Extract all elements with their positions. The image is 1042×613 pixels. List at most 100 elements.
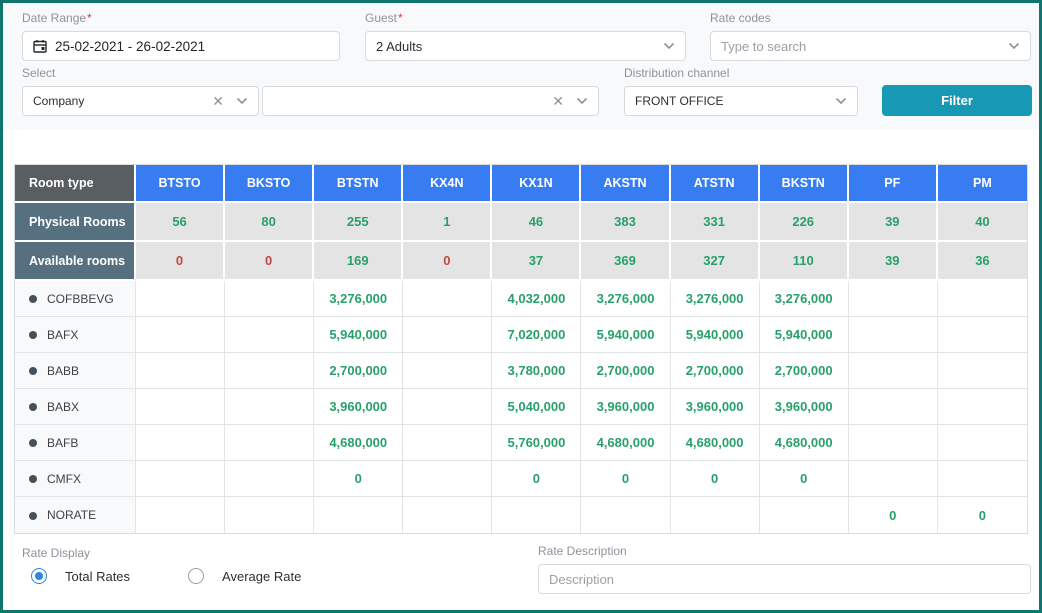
rate-code-text: COFBBEVG — [47, 291, 114, 306]
available-rooms-cell: 36 — [937, 242, 1027, 281]
average-rate-option[interactable]: Average Rate — [188, 568, 301, 584]
available-rooms-cell: 37 — [492, 242, 582, 281]
rate-cell: 5,940,000 — [759, 317, 849, 353]
clear-icon[interactable]: ✕ — [552, 93, 564, 109]
chevron-down-icon — [1008, 42, 1020, 50]
rate-code-label: BAFB — [15, 425, 136, 461]
rate-cell: 5,940,000 — [314, 317, 404, 353]
secondary-select-field: ✕ — [262, 66, 599, 116]
date-range-input[interactable]: 25-02-2021 - 26-02-2021 — [22, 31, 340, 61]
rate-cell: 0 — [492, 461, 582, 497]
rate-code-label: COFBBEVG — [15, 281, 136, 317]
rate-cell — [225, 281, 315, 317]
total-rates-option[interactable]: Total Rates — [31, 568, 130, 584]
footer-panel: Rate Display Total Rates Average Rate Ra… — [3, 534, 1039, 610]
rate-cell — [314, 497, 404, 533]
column-header: BTSTN — [314, 165, 404, 203]
bullet-icon — [29, 511, 37, 520]
rate-description-box[interactable] — [538, 564, 1031, 594]
rate-display-label: Rate Display — [22, 546, 91, 560]
secondary-select[interactable]: ✕ — [262, 86, 599, 116]
rate-cell: 0 — [759, 461, 849, 497]
chevron-down-icon — [663, 42, 675, 50]
rate-row: BAFX 5,940,000 7,020,000 5,940,000 5,940,000… — [15, 317, 1027, 353]
rate-cell: 5,760,000 — [492, 425, 582, 461]
chevron-down-icon — [576, 97, 588, 105]
rate-codes-select[interactable] — [710, 31, 1031, 61]
rate-cell: 2,700,000 — [670, 353, 760, 389]
rate-cell: 3,780,000 — [492, 353, 582, 389]
column-header: BKSTN — [759, 165, 849, 203]
rate-row: CMFX 0 0 0 0 0 — [15, 461, 1027, 497]
rate-cell — [848, 389, 938, 425]
rate-cell — [492, 497, 582, 533]
column-header: AKSTN — [581, 165, 671, 203]
rate-cell — [848, 425, 938, 461]
rate-cell — [937, 461, 1027, 497]
rate-cell — [136, 281, 226, 317]
available-rooms-cell: 0 — [403, 242, 493, 281]
column-header: BKSTO — [225, 165, 315, 203]
rates-table: Room type BTSTO BKSTO BTSTN KX4N KX1N AKSTN ATS… — [15, 165, 1027, 533]
distribution-channel-field: Distribution channel FRONT OFFICE — [624, 66, 858, 116]
available-rooms-cell: 369 — [581, 242, 671, 281]
rate-cell: 4,032,000 — [492, 281, 582, 317]
rate-cell: 3,960,000 — [314, 389, 404, 425]
rate-cell — [225, 317, 315, 353]
chevron-down-icon — [835, 97, 847, 105]
physical-rooms-cell: 46 — [492, 203, 582, 242]
column-header: KX1N — [492, 165, 582, 203]
rate-cell: 0 — [670, 461, 760, 497]
company-select-value: Company — [33, 94, 85, 108]
rate-cell: 0 — [581, 461, 671, 497]
column-header: PM — [937, 165, 1027, 203]
rate-display-options: Total Rates Average Rate — [31, 568, 301, 584]
radio-unselected-icon[interactable] — [188, 568, 205, 584]
physical-rooms-cell: 39 — [848, 203, 938, 242]
rate-cell — [403, 497, 493, 533]
rate-cell — [759, 497, 849, 533]
rate-cell — [225, 353, 315, 389]
rate-cell: 0 — [314, 461, 404, 497]
select-field: Select Company ✕ — [22, 66, 259, 116]
rate-cell — [225, 497, 315, 533]
rate-code-text: BABB — [47, 363, 80, 378]
chevron-down-icon — [236, 97, 248, 105]
select-label: Select — [22, 66, 56, 80]
bullet-icon — [29, 403, 37, 412]
rate-cell: 0 — [937, 497, 1027, 533]
rate-cell — [403, 389, 493, 425]
rate-cell — [937, 425, 1027, 461]
rate-cell — [136, 389, 226, 425]
filter-button[interactable]: Filter — [882, 85, 1032, 116]
rate-row: BAFB 4,680,000 5,760,000 4,680,000 4,680,000… — [15, 425, 1027, 461]
rate-codes-input[interactable] — [721, 38, 1000, 54]
company-select[interactable]: Company ✕ — [22, 86, 259, 116]
rate-cell: 3,960,000 — [670, 389, 760, 425]
rate-code-label: CMFX — [15, 461, 136, 497]
rate-cell: 5,040,000 — [492, 389, 582, 425]
rate-code-text: CMFX — [47, 471, 81, 486]
rate-cell: 4,680,000 — [759, 425, 849, 461]
rate-cell: 5,940,000 — [670, 317, 760, 353]
rate-cell — [136, 497, 226, 533]
clear-icon[interactable]: ✕ — [212, 93, 224, 109]
rate-cell: 3,276,000 — [581, 281, 671, 317]
rate-cell: 4,680,000 — [581, 425, 671, 461]
required-asterisk: * — [398, 11, 403, 25]
rate-cell — [848, 353, 938, 389]
distribution-channel-select[interactable]: FRONT OFFICE — [624, 86, 858, 116]
rate-cell — [403, 281, 493, 317]
radio-selected-icon[interactable] — [31, 568, 47, 584]
rate-description-input[interactable] — [549, 571, 1020, 587]
bullet-icon — [29, 331, 37, 340]
average-rate-label: Average Rate — [222, 568, 302, 584]
rate-code-label: NORATE — [15, 497, 136, 533]
guest-select[interactable]: 2 Adults — [365, 31, 686, 61]
rate-cell: 3,276,000 — [314, 281, 404, 317]
physical-rooms-cell: 383 — [581, 203, 671, 242]
rate-cell: 2,700,000 — [759, 353, 849, 389]
rates-table-frame: Room type BTSTO BKSTO BTSTN KX4N KX1N AKSTN ATS… — [14, 164, 1028, 534]
rate-cell — [225, 461, 315, 497]
guest-label: Guest* — [365, 11, 403, 25]
